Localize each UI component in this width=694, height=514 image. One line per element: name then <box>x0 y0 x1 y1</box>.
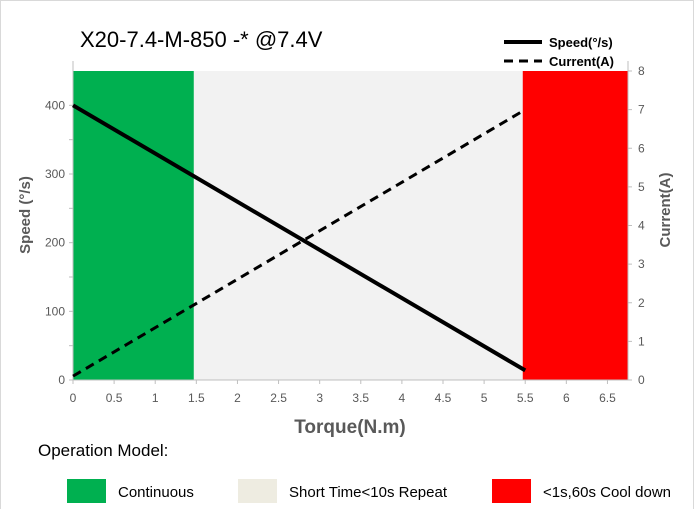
series-line-1 <box>72 108 526 378</box>
x-tick-label: 4 <box>399 391 406 405</box>
x-tick-label: 5 <box>481 391 488 405</box>
x-tick-label: 1.5 <box>188 391 205 405</box>
region-0 <box>73 71 194 380</box>
y-left-axis-label: Speed (°/s) <box>17 176 34 254</box>
axes <box>72 61 629 381</box>
region-1 <box>193 71 523 380</box>
x-tick-label: 0 <box>70 391 77 405</box>
y-left-tick-label: 0 <box>58 373 65 387</box>
x-tick-label: 6 <box>563 391 570 405</box>
x-tick-label: 2 <box>234 391 241 405</box>
y-right-tick-label: 0 <box>638 373 645 387</box>
y-right-tick-label: 1 <box>638 334 645 348</box>
operation-swatch-0 <box>67 479 106 503</box>
series-lines <box>71 103 527 378</box>
legend-label-1: Current(A) <box>549 54 614 69</box>
chart-legend: Speed(°/s) Current(A) <box>504 35 614 69</box>
x-tick-label: 6.5 <box>599 391 616 405</box>
y-right-tick-label: 5 <box>638 180 645 194</box>
x-tick-label: 5.5 <box>517 391 534 405</box>
y-right-tick-label: 7 <box>638 103 645 117</box>
y-left-tick-label: 400 <box>45 98 65 112</box>
x-tick-label: 3.5 <box>352 391 369 405</box>
y-right-tick-label: 3 <box>638 257 645 271</box>
y-right-tick-label: 2 <box>638 296 645 310</box>
y-left-tick-label: 200 <box>45 236 65 250</box>
x-tick-label: 0.5 <box>106 391 123 405</box>
y-left-tick-label: 300 <box>45 167 65 181</box>
y-right-tick-label: 8 <box>638 64 645 78</box>
x-tick-label: 2.5 <box>270 391 287 405</box>
y-right-tick-label: 4 <box>638 219 645 233</box>
x-tick-label: 1 <box>152 391 159 405</box>
y-left-tick-labels: 0 100 200 300 400 <box>45 98 73 387</box>
region-2 <box>522 71 628 380</box>
y-right-tick-label: 6 <box>638 141 645 155</box>
operation-label-1: Short Time<10s Repeat <box>289 484 448 501</box>
x-tick-label: 4.5 <box>435 391 452 405</box>
legend-label-0: Speed(°/s) <box>549 35 613 50</box>
series-line-0 <box>71 103 527 373</box>
operation-regions <box>73 71 628 380</box>
x-tick-label: 3 <box>316 391 323 405</box>
x-tick-labels: 0 0.5 1 1.5 2 2.5 3 3.5 4 4.5 5 5.5 6 6.5 <box>70 380 616 405</box>
operation-swatch-1 <box>238 479 277 503</box>
y-left-tick-label: 100 <box>45 304 65 318</box>
y-right-axis-label: Current(A) <box>657 173 674 248</box>
x-axis-label: Torque(N.m) <box>294 417 406 438</box>
operation-model-legend: Continuous Short Time<10s Repeat <1s,60s C… <box>67 479 671 503</box>
operation-model-heading: Operation Model: <box>38 441 168 460</box>
y-right-tick-labels: 0 1 2 3 4 5 6 7 8 <box>628 64 645 387</box>
operation-label-0: Continuous <box>118 484 194 501</box>
chart-title: X20-7.4-M-850 -* @7.4V <box>80 27 323 52</box>
operation-label-2: <1s,60s Cool down <box>543 484 671 501</box>
operation-swatch-2 <box>492 479 531 503</box>
